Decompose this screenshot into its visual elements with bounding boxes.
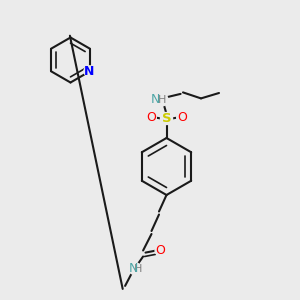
Circle shape	[177, 112, 188, 123]
Text: H: H	[134, 263, 142, 274]
Text: N: N	[84, 65, 94, 78]
Circle shape	[155, 245, 166, 256]
Text: O: O	[156, 244, 165, 257]
Circle shape	[160, 112, 172, 124]
Circle shape	[84, 66, 95, 76]
Circle shape	[156, 94, 168, 106]
Text: O: O	[177, 111, 187, 124]
Text: N: N	[128, 262, 138, 275]
Text: O: O	[146, 111, 156, 124]
Text: N: N	[151, 93, 160, 106]
Text: S: S	[162, 112, 171, 125]
Text: H: H	[158, 95, 166, 105]
Circle shape	[129, 262, 141, 274]
Circle shape	[146, 112, 156, 123]
